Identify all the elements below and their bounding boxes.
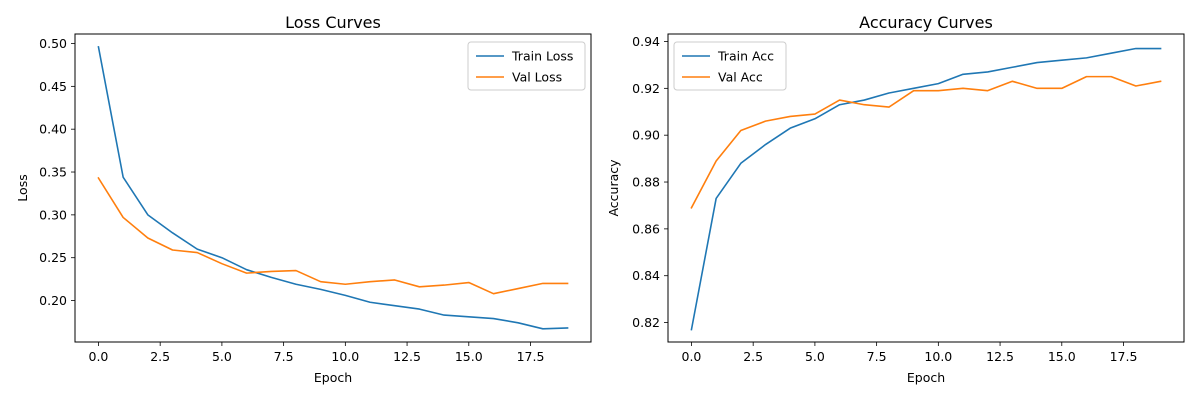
loss-x-tick-label: 10.0: [331, 349, 359, 364]
accuracy-chart: Accuracy Curves 0.0 2.5 5.0 7.5 10.0 12.5 15.0…: [606, 13, 1185, 385]
accuracy-x-tick-label: 5.0: [805, 349, 825, 364]
loss-x-axis: 0.0 2.5 5.0 7.5 10.0 12.5 15.0 17.5: [89, 342, 545, 364]
loss-x-tick-label: 5.0: [212, 349, 232, 364]
loss-y-axis: 0.20 0.25 0.30 0.35 0.40 0.45 0.50: [39, 36, 75, 308]
accuracy-y-axis: 0.82 0.84 0.86 0.88 0.90 0.92 0.94: [632, 34, 668, 330]
loss-y-tick-label: 0.50: [39, 36, 67, 51]
loss-y-axis-label: Loss: [15, 174, 30, 201]
accuracy-x-tick-label: 7.5: [867, 349, 887, 364]
loss-series-layer: [97, 46, 569, 330]
accuracy-legend: Train Acc Val Acc: [673, 41, 787, 91]
accuracy-y-tick-label: 0.86: [632, 221, 660, 236]
loss-legend: Train Loss Val Loss: [467, 41, 586, 91]
accuracy-x-tick-label: 15.0: [1048, 349, 1076, 364]
loss-y-tick-label: 0.25: [39, 250, 67, 265]
loss-x-axis-label: Epoch: [314, 370, 352, 385]
loss-x-tick-label: 12.5: [393, 349, 421, 364]
loss-x-tick-label: 0.0: [89, 349, 109, 364]
accuracy-y-tick-label: 0.84: [632, 268, 660, 283]
accuracy-x-tick-label: 0.0: [682, 349, 702, 364]
accuracy-y-tick-label: 0.94: [632, 34, 660, 49]
accuracy-series-layer: [690, 47, 1162, 331]
accuracy-legend-box: [673, 41, 787, 91]
accuracy-x-tick-label: 2.5: [743, 349, 763, 364]
accuracy-x-tick-label: 12.5: [986, 349, 1014, 364]
loss-y-tick-label: 0.30: [39, 207, 67, 222]
loss-legend-val-label: Val Loss: [512, 70, 562, 85]
accuracy-y-tick-label: 0.90: [632, 128, 660, 143]
accuracy-legend-train-label: Train Acc: [717, 49, 774, 64]
accuracy-y-tick-label: 0.82: [632, 315, 660, 330]
loss-chart-title: Loss Curves: [285, 13, 381, 32]
accuracy-y-axis-label: Accuracy: [606, 159, 621, 217]
accuracy-legend-val-label: Val Acc: [718, 70, 763, 85]
loss-legend-box: [467, 41, 586, 91]
accuracy-x-axis: 0.0 2.5 5.0 7.5 10.0 12.5 15.0 17.5: [682, 342, 1138, 364]
accuracy-x-axis-label: Epoch: [907, 370, 945, 385]
accuracy-x-tick-label: 10.0: [924, 349, 952, 364]
loss-y-tick-label: 0.40: [39, 122, 67, 137]
loss-legend-train-label: Train Loss: [511, 49, 573, 64]
accuracy-chart-title: Accuracy Curves: [859, 13, 993, 32]
loss-x-tick-label: 17.5: [517, 349, 545, 364]
loss-x-tick-label: 15.0: [455, 349, 483, 364]
loss-x-tick-label: 7.5: [274, 349, 294, 364]
loss-x-tick-label: 2.5: [150, 349, 170, 364]
loss-series-train-line: [97, 46, 569, 330]
accuracy-y-tick-label: 0.92: [632, 81, 660, 96]
loss-y-tick-label: 0.45: [39, 79, 67, 94]
loss-series-val-line: [97, 176, 569, 295]
loss-y-tick-label: 0.35: [39, 165, 67, 180]
accuracy-series-train-line: [690, 47, 1162, 331]
accuracy-plot-frame: [667, 33, 1185, 343]
loss-y-tick-label: 0.20: [39, 293, 67, 308]
loss-plot-frame: [74, 33, 592, 343]
accuracy-x-tick-label: 17.5: [1110, 349, 1138, 364]
loss-chart: Loss Curves 0.0 2.5 5.0 7.5 10.0 12.5 15.0 17.5…: [15, 13, 592, 385]
accuracy-series-val-line: [690, 75, 1162, 209]
accuracy-y-tick-label: 0.88: [632, 175, 660, 190]
